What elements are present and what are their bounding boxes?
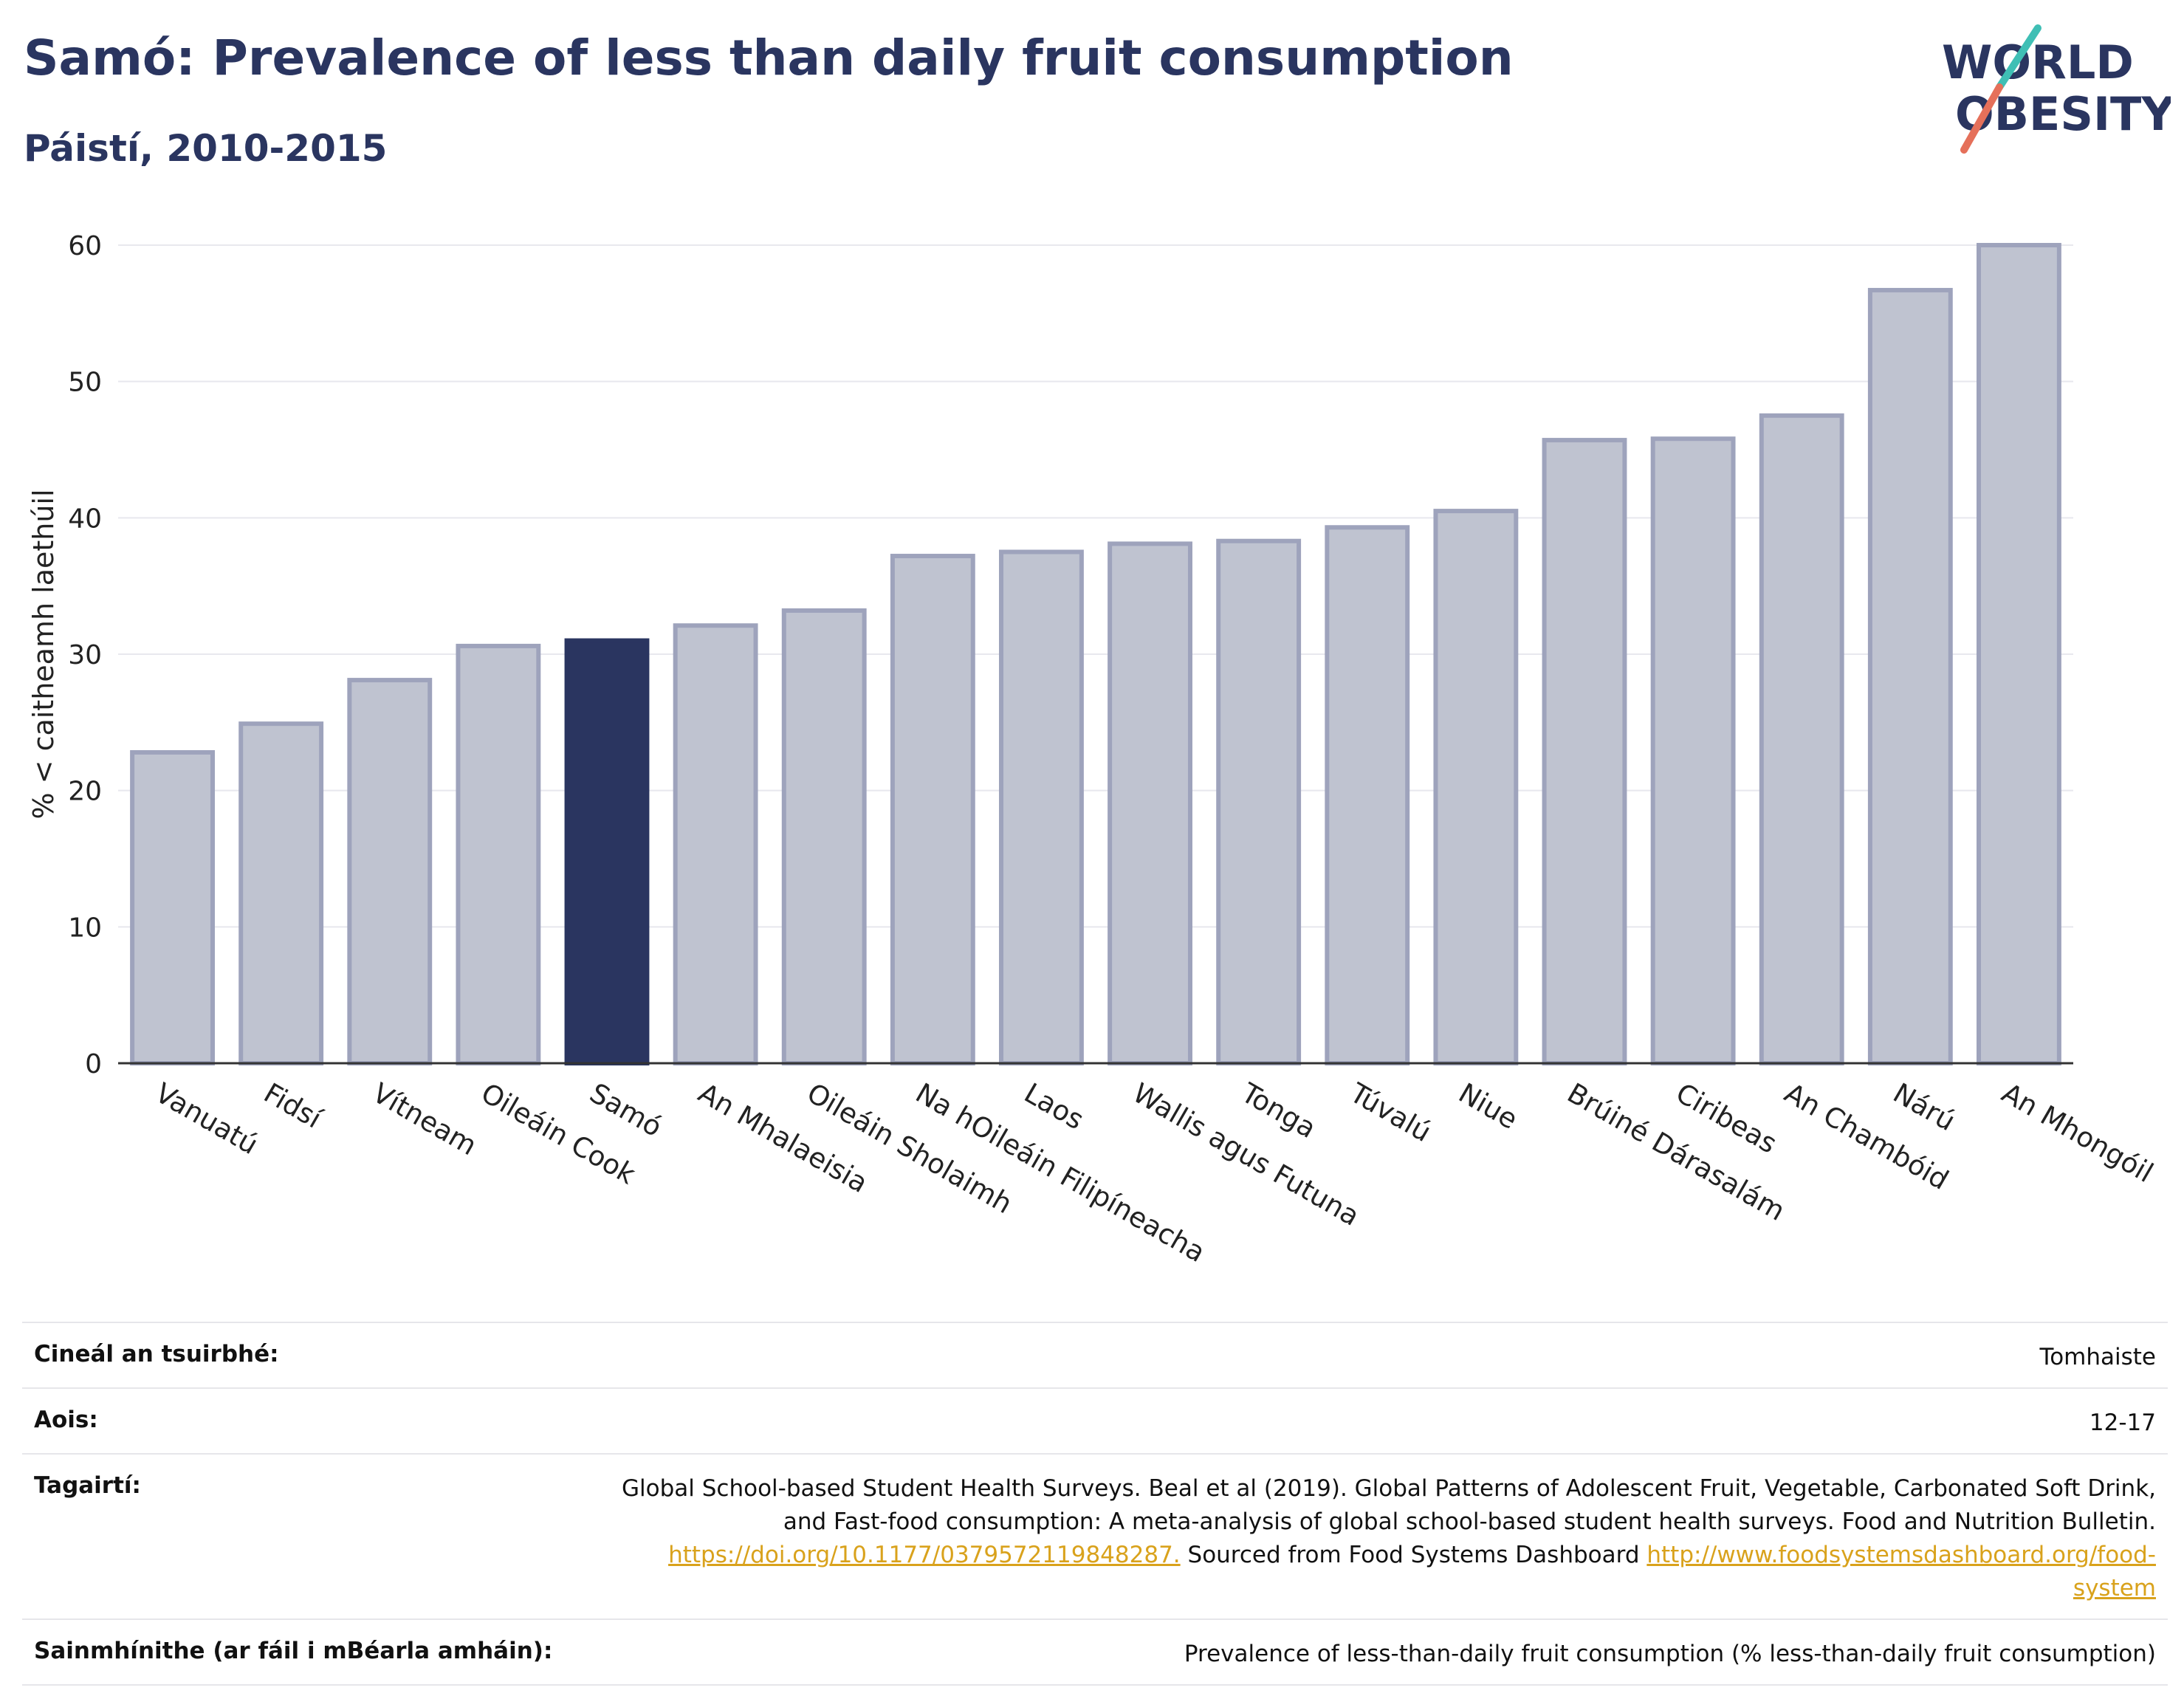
y-tick-label: 10 [68,913,102,943]
logo-slash-coral-icon [1960,83,2003,154]
survey-type-value: Tomhaiste [2039,1344,2156,1370]
y-tick-label: 30 [68,640,102,670]
bar [1325,525,1410,1065]
bar [238,721,324,1065]
x-tick-label: Túvalú [1344,1077,1436,1148]
x-tick-label: Nárú [1888,1077,1961,1138]
world-obesity-logo: WORLD OBESITY [1942,24,2171,154]
bar-highlight [564,638,650,1065]
survey-type-label: Cineál an tsuirbhé: [34,1341,279,1367]
chart-subtitle: Páistí, 2010-2015 [24,127,388,170]
x-tick-label: Laos [1019,1077,1089,1136]
bar [1216,538,1302,1065]
bar [1108,541,1192,1065]
references-value: Global School-based Student Health Surve… [591,1472,2156,1605]
bar [673,623,758,1065]
bar [890,554,975,1065]
definitions-label: Sainmhínithe (ar fáil i mBéarla amháin): [34,1637,553,1664]
info-table: Cineál an tsuirbhé: Tomhaiste Aois: 12-1… [22,1322,2168,1686]
references-text-1: Global School-based Student Health Surve… [622,1474,2156,1535]
bars [130,243,2061,1066]
age-label: Aois: [34,1406,98,1433]
x-tick-label: Fidsí [258,1077,328,1136]
info-row-references: Tagairtí: Global School-based Student He… [22,1452,2168,1618]
y-axis-ticks: 0 10 20 30 40 50 60 [68,231,102,1079]
y-tick-label: 0 [85,1049,102,1079]
bar [1977,243,2061,1065]
bar [1759,413,1844,1065]
definitions-value: Prevalence of less-than-daily fruit cons… [1184,1640,2156,1667]
bar [130,749,215,1066]
logo-slash-teal-icon [1996,24,2042,91]
logo-text-world: WORLD [1942,35,2134,89]
bar [1867,287,1953,1066]
bar [781,608,867,1065]
y-tick-label: 50 [68,368,102,398]
info-row-definitions: Sainmhínithe (ar fáil i mBéarla amháin):… [22,1618,2168,1686]
bar [1433,509,1519,1065]
x-tick-label: Vítneam [367,1077,482,1162]
bar [999,549,1084,1065]
bar [347,678,433,1065]
x-tick-label: Samó [585,1077,667,1144]
chart-title: Samó: Prevalence of less than daily frui… [24,30,1514,86]
bar [1650,436,1736,1065]
x-tick-label: Tonga [1235,1077,1321,1144]
age-value: 12-17 [2089,1409,2156,1436]
bar [1542,438,1627,1065]
info-row-survey-type: Cineál an tsuirbhé: Tomhaiste [22,1322,2168,1387]
y-tick-label: 60 [68,231,102,261]
x-tick-label: An Mhongóil [1996,1077,2159,1189]
info-row-age: Aois: 12-17 [22,1387,2168,1453]
y-tick-label: 40 [68,504,102,534]
x-tick-label: Vanuatú [150,1077,264,1161]
references-text-2: Sourced from Food Systems Dashboard [1187,1541,1640,1568]
bar [456,643,541,1065]
references-label: Tagairtí: [34,1472,141,1499]
y-tick-label: 20 [68,777,102,807]
x-tick-label: Niue [1453,1077,1522,1136]
food-systems-dashboard-link[interactable]: http://www.foodsystemsdashboard.org/food… [1646,1541,2156,1601]
y-axis-title: % < caitheamh laethúil [27,489,60,819]
doi-link[interactable]: https://doi.org/10.1177/0379572119848287… [668,1541,1181,1568]
